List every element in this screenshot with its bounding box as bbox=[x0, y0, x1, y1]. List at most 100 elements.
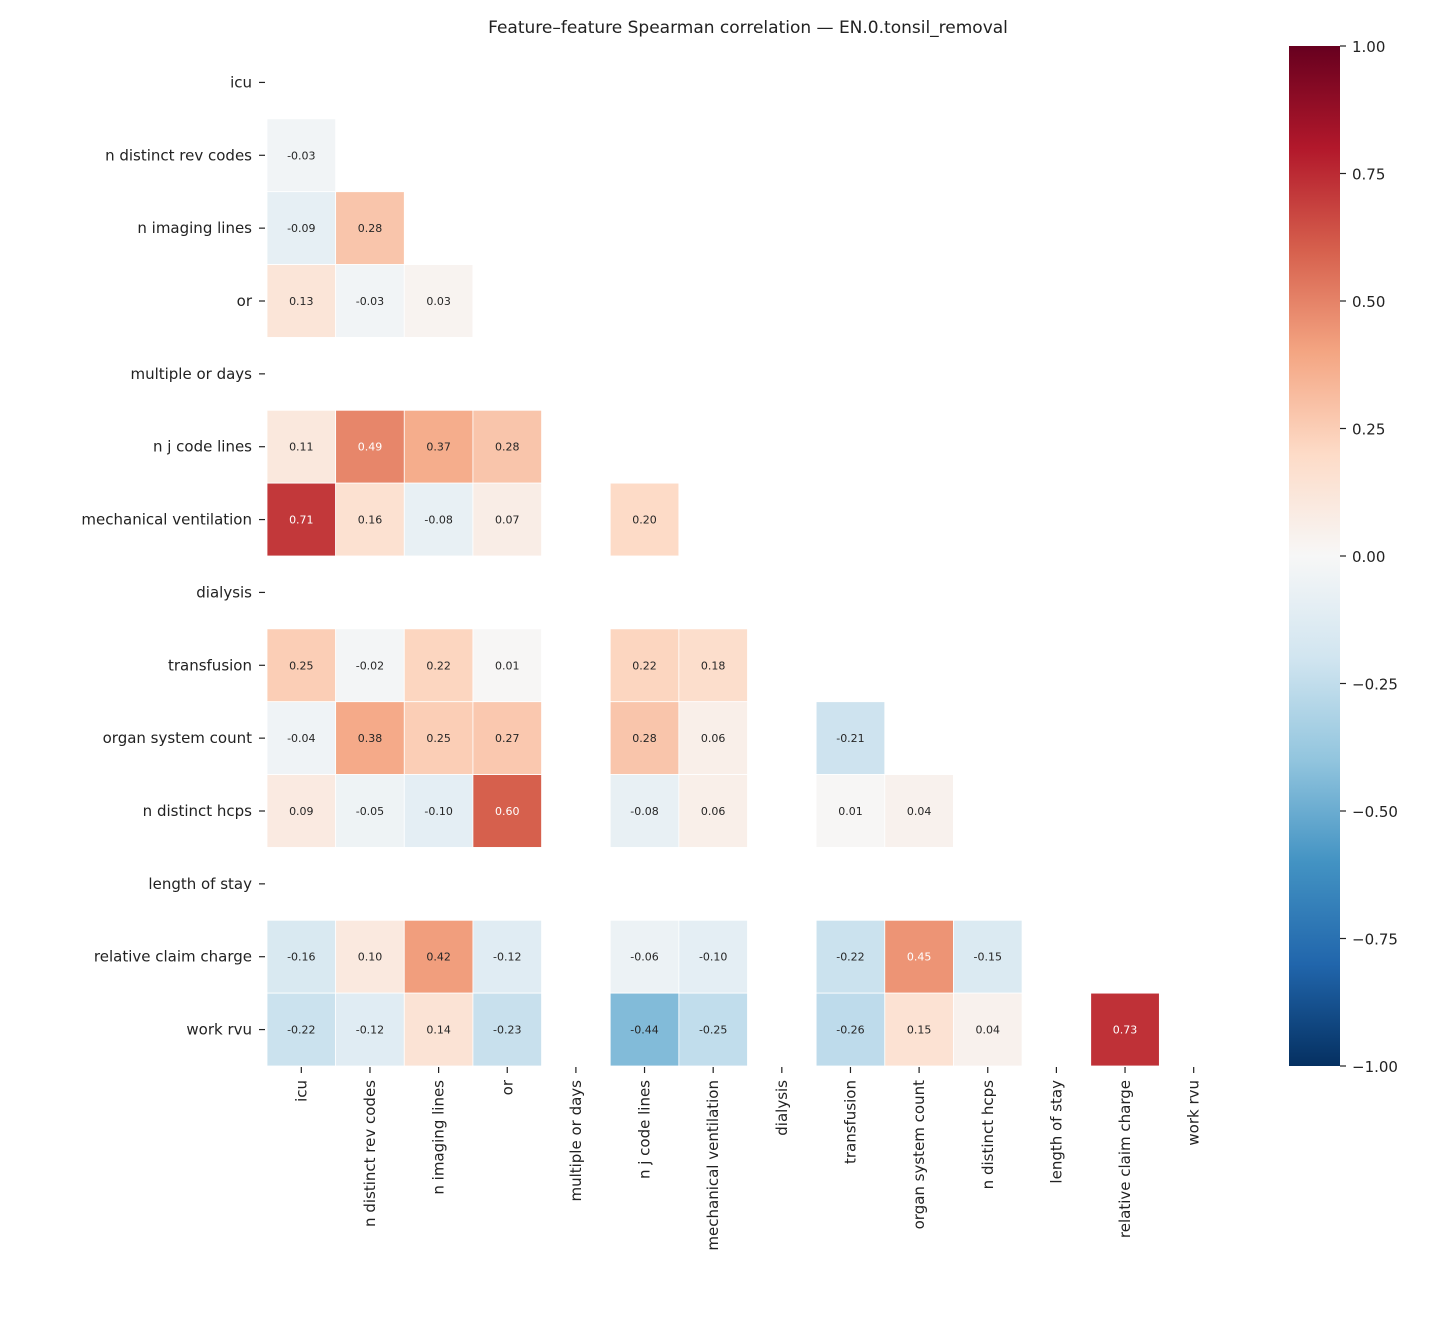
heatmap-cell bbox=[815, 919, 886, 994]
cell-annotation: -0.08 bbox=[630, 805, 658, 818]
heatmap-cell bbox=[335, 701, 405, 775]
heatmap-cell bbox=[678, 701, 748, 775]
heatmap-cell bbox=[472, 628, 542, 703]
cell-annotation: -0.03 bbox=[287, 149, 315, 162]
column-label: mechanical ventilation bbox=[704, 1080, 722, 1251]
row-label: multiple or days bbox=[130, 365, 252, 383]
heatmap-cell bbox=[335, 992, 405, 1067]
cell-annotation: -0.21 bbox=[836, 732, 864, 745]
heatmap-cell bbox=[1090, 992, 1160, 1067]
cell-annotation: 0.22 bbox=[632, 659, 657, 672]
cell-annotation: 0.15 bbox=[907, 1024, 932, 1037]
heatmap-cell bbox=[266, 919, 337, 994]
column-label: or bbox=[498, 1079, 516, 1095]
colorbar-tick-label: 1.00 bbox=[1352, 38, 1385, 56]
row-label: icu bbox=[230, 73, 252, 91]
column-label: organ system count bbox=[910, 1080, 928, 1230]
heatmap-cell bbox=[403, 482, 474, 557]
cell-annotation: -0.22 bbox=[836, 951, 864, 964]
row-label: length of stay bbox=[148, 875, 252, 893]
row-labels: icu n distinct rev codes n imaging lines or… bbox=[81, 73, 265, 1039]
cell-annotation: -0.16 bbox=[287, 951, 315, 964]
cell-annotation: -0.12 bbox=[356, 1024, 384, 1037]
cell-annotation: 0.42 bbox=[426, 951, 451, 964]
row-label: n distinct rev codes bbox=[105, 146, 252, 164]
cell-annotation: 0.04 bbox=[907, 805, 932, 818]
column-label: icu bbox=[292, 1080, 310, 1102]
cell-annotation: 0.60 bbox=[495, 805, 520, 818]
cell-annotation: 0.45 bbox=[907, 951, 932, 964]
cell-annotation: 0.14 bbox=[426, 1024, 451, 1037]
heatmap-cell bbox=[472, 409, 542, 484]
row-label: or bbox=[237, 292, 253, 310]
heatmap-cells: -0.03 -0.09 0.28 0.13 -0.03 0.03 0.11 0.49 0.37 0… bbox=[266, 118, 1160, 1067]
cell-annotation: 0.25 bbox=[289, 659, 314, 672]
cell-annotation: -0.06 bbox=[630, 951, 658, 964]
heatmap-cell bbox=[678, 774, 748, 848]
cell-annotation: 0.25 bbox=[426, 732, 451, 745]
column-label: work rvu bbox=[1185, 1080, 1203, 1146]
cell-annotation: 0.71 bbox=[289, 514, 314, 527]
cell-annotation: 0.73 bbox=[1113, 1024, 1138, 1037]
column-label: dialysis bbox=[773, 1080, 791, 1136]
cell-annotation: -0.22 bbox=[287, 1024, 315, 1037]
cell-annotation: -0.10 bbox=[699, 951, 727, 964]
cell-annotation: -0.23 bbox=[493, 1024, 521, 1037]
cell-annotation: 0.11 bbox=[289, 441, 314, 454]
cell-annotation: 0.07 bbox=[495, 514, 520, 527]
cell-annotation: 0.20 bbox=[632, 514, 657, 527]
cell-annotation: 0.10 bbox=[358, 951, 383, 964]
heatmap-cell bbox=[266, 118, 337, 193]
row-label: dialysis bbox=[196, 583, 252, 601]
heatmap-cell bbox=[472, 701, 542, 775]
cell-annotation: -0.09 bbox=[287, 222, 315, 235]
heatmap-cell bbox=[266, 701, 337, 775]
cell-annotation: 0.38 bbox=[358, 732, 383, 745]
heatmap-cell bbox=[403, 992, 474, 1067]
row-label: mechanical ventilation bbox=[81, 511, 252, 529]
heatmap-cell bbox=[403, 774, 474, 848]
heatmap-cell bbox=[953, 919, 1023, 994]
row-label: work rvu bbox=[186, 1021, 252, 1039]
colorbar-ticks: 1.00 0.75 0.50 0.25 0.00 −0.25 −0.50 −0.75 −1.00 bbox=[1340, 38, 1398, 1076]
cell-annotation: 0.37 bbox=[426, 441, 451, 454]
colorbar-tick-label: 0.00 bbox=[1352, 548, 1385, 566]
heatmap-cell bbox=[335, 409, 405, 484]
colorbar-tick-label: 0.50 bbox=[1352, 293, 1385, 311]
row-label: n distinct hcps bbox=[143, 802, 253, 820]
cell-annotation: 0.01 bbox=[838, 805, 863, 818]
cell-annotation: -0.26 bbox=[836, 1024, 864, 1037]
row-label: n j code lines bbox=[153, 438, 252, 456]
cell-annotation: 0.04 bbox=[976, 1024, 1001, 1037]
heatmap-cell bbox=[335, 919, 405, 994]
heatmap-cell bbox=[266, 992, 337, 1067]
column-label: transfusion bbox=[841, 1080, 859, 1164]
column-label: multiple or days bbox=[567, 1080, 585, 1202]
heatmap-cell bbox=[678, 992, 748, 1067]
cell-annotation: 0.28 bbox=[358, 222, 383, 235]
column-label: n distinct rev codes bbox=[361, 1080, 379, 1227]
cell-annotation: 0.27 bbox=[495, 732, 520, 745]
cell-annotation: -0.08 bbox=[424, 514, 452, 527]
colorbar-tick-label: 0.25 bbox=[1352, 421, 1385, 439]
heatmap-cell bbox=[266, 264, 337, 338]
cell-annotation: -0.10 bbox=[424, 805, 452, 818]
colorbar-tick-label: −1.00 bbox=[1352, 1058, 1398, 1076]
cell-annotation: 0.49 bbox=[358, 441, 383, 454]
heatmap-cell bbox=[815, 774, 886, 848]
heatmap-cell bbox=[678, 628, 748, 703]
cell-annotation: 0.28 bbox=[495, 441, 520, 454]
row-label: n imaging lines bbox=[137, 219, 252, 237]
cell-annotation: 0.01 bbox=[495, 659, 520, 672]
heatmap-cell bbox=[335, 191, 405, 265]
cell-annotation: 0.03 bbox=[426, 295, 451, 308]
heatmap-cell bbox=[335, 264, 405, 338]
cell-annotation: 0.13 bbox=[289, 295, 314, 308]
cell-annotation: 0.28 bbox=[632, 732, 657, 745]
column-label: n imaging lines bbox=[430, 1080, 448, 1195]
cell-annotation: -0.44 bbox=[630, 1024, 658, 1037]
heatmap-cell bbox=[403, 919, 474, 994]
heatmap-cell bbox=[472, 919, 542, 994]
heatmap-cell bbox=[266, 191, 337, 265]
